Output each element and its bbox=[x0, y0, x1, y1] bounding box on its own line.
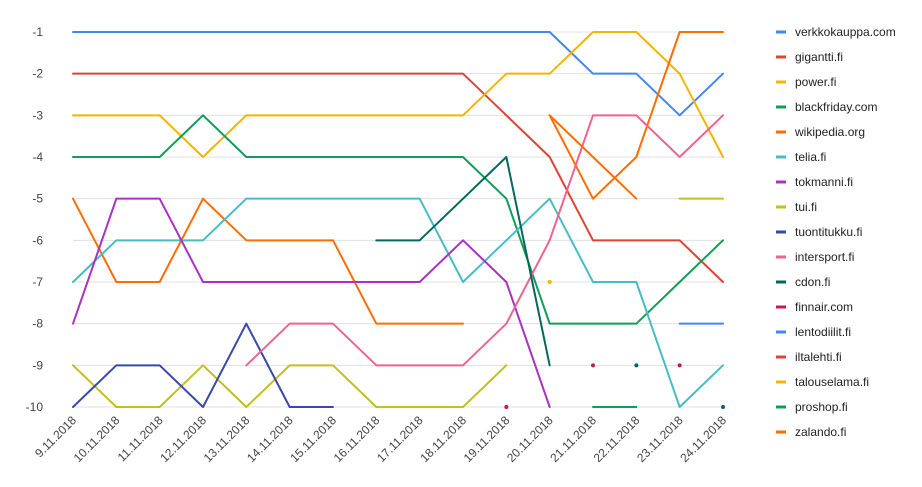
legend-item: verkkokauppa.com bbox=[776, 25, 896, 39]
legend-item: tokmanni.fi bbox=[776, 175, 853, 189]
y-tick-label: -5 bbox=[32, 192, 43, 206]
series-line bbox=[72, 197, 464, 325]
series-line bbox=[72, 31, 724, 117]
legend-item: zalando.fi bbox=[776, 425, 846, 439]
data-point bbox=[634, 363, 639, 368]
series-line bbox=[375, 156, 551, 367]
x-tick-label: 10.11.2018 bbox=[71, 413, 123, 465]
legend-item: lentodiilit.fi bbox=[776, 325, 851, 339]
legend-item: power.fi bbox=[776, 75, 836, 89]
series-finnair-com bbox=[504, 363, 682, 409]
series-zalando-fi bbox=[548, 114, 638, 200]
y-tick-label: -7 bbox=[32, 275, 43, 289]
legend-item: cdon.fi bbox=[776, 275, 830, 289]
y-tick-label: -4 bbox=[32, 150, 43, 164]
series-line bbox=[72, 197, 551, 408]
legend-item: wikipedia.org bbox=[776, 125, 865, 139]
series-cdon-fi bbox=[375, 156, 725, 409]
series-talouselama-fi bbox=[547, 280, 552, 284]
legend-item: tui.fi bbox=[776, 200, 817, 214]
legend-label: proshop.fi bbox=[795, 400, 848, 414]
legend-label: lentodiilit.fi bbox=[795, 325, 851, 339]
legend-label: finnair.com bbox=[795, 300, 853, 314]
data-point bbox=[591, 363, 595, 368]
series-layer bbox=[72, 31, 725, 409]
series-verkkokauppa-com bbox=[72, 31, 724, 117]
y-tick-label: -10 bbox=[26, 400, 44, 414]
series-line bbox=[72, 31, 724, 158]
y-tick-label: -2 bbox=[32, 67, 43, 81]
legend-item: tuontitukku.fi bbox=[776, 225, 862, 239]
series-line bbox=[72, 322, 334, 408]
legend-item: gigantti.fi bbox=[776, 50, 843, 64]
legend-label: verkkokauppa.com bbox=[795, 25, 896, 39]
legend-label: tuontitukku.fi bbox=[795, 225, 862, 239]
legend-label: telia.fi bbox=[795, 150, 826, 164]
legend-item: talouselama.fi bbox=[776, 375, 869, 389]
legend: verkkokauppa.com gigantti.fi power.fi black… bbox=[776, 25, 896, 439]
legend-label: gigantti.fi bbox=[795, 50, 843, 64]
legend-item: proshop.fi bbox=[776, 400, 848, 414]
series-tokmanni-fi bbox=[72, 197, 551, 408]
legend-label: talouselama.fi bbox=[795, 375, 869, 389]
legend-label: blackfriday.com bbox=[795, 100, 877, 114]
series-tuontitukku-fi bbox=[72, 322, 334, 408]
legend-item: telia.fi bbox=[776, 150, 826, 164]
series-wikipedia-org bbox=[72, 31, 724, 325]
legend-label: power.fi bbox=[795, 75, 836, 89]
legend-label: zalando.fi bbox=[795, 425, 846, 439]
y-tick-label: -1 bbox=[32, 25, 43, 39]
series-line bbox=[245, 114, 724, 367]
series-power-fi bbox=[72, 31, 724, 158]
series-line bbox=[72, 72, 724, 283]
y-tick-label: -8 bbox=[32, 317, 43, 331]
y-tick-label: -3 bbox=[32, 108, 43, 122]
data-point bbox=[504, 405, 509, 409]
series-intersport-fi bbox=[245, 114, 724, 367]
legend-item: iltalehti.fi bbox=[776, 350, 842, 364]
x-tick-label: 24.11.2018 bbox=[677, 413, 729, 465]
series-line bbox=[548, 114, 638, 200]
series-blackfriday-com bbox=[72, 114, 724, 325]
y-axis-ticks: -1 -2 -3 -4 -5 -6 -7 -8 -9 -10 bbox=[26, 25, 44, 414]
legend-label: tokmanni.fi bbox=[795, 175, 853, 189]
y-tick-label: -9 bbox=[32, 358, 43, 372]
data-point bbox=[721, 405, 725, 409]
legend-item: blackfriday.com bbox=[776, 100, 877, 114]
legend-label: cdon.fi bbox=[795, 275, 830, 289]
series-line bbox=[72, 364, 508, 408]
series-line bbox=[548, 31, 724, 200]
legend-item: finnair.com bbox=[776, 300, 853, 314]
legend-item: intersport.fi bbox=[776, 250, 854, 264]
x-axis-ticks: 9.11.201810.11.201811.11.201812.11.20181… bbox=[32, 413, 729, 465]
data-point bbox=[547, 280, 552, 284]
series-gigantti-fi bbox=[72, 72, 724, 283]
legend-label: tui.fi bbox=[795, 200, 817, 214]
series-line bbox=[72, 114, 724, 325]
legend-label: wikipedia.org bbox=[794, 125, 865, 139]
legend-label: intersport.fi bbox=[795, 250, 854, 264]
legend-label: iltalehti.fi bbox=[795, 350, 842, 364]
data-point bbox=[677, 363, 682, 368]
y-tick-label: -6 bbox=[32, 233, 43, 247]
series-tui-fi bbox=[72, 197, 724, 408]
